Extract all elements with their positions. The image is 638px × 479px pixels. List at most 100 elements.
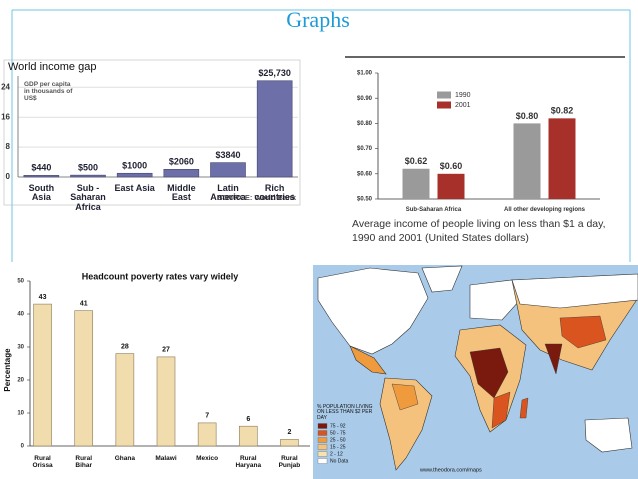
bar: [115, 353, 135, 447]
land: [559, 315, 607, 349]
legend-label: No Data: [330, 458, 349, 464]
land: [469, 279, 521, 321]
chart-title: World income gap: [8, 61, 96, 73]
map-legend-title: % POPULATION LIVING ON LESS THAN $2 PER …: [317, 404, 373, 421]
land: [391, 383, 419, 411]
panel-border: [3, 59, 301, 206]
value-label: 6: [246, 416, 250, 423]
value-label: 7: [205, 413, 209, 420]
y-axis-label: Percentage: [3, 348, 12, 392]
value-label: $2060: [169, 157, 194, 167]
bar: [402, 168, 430, 199]
y-tick-label: 8: [6, 142, 11, 151]
y-tick-label: $1.00: [357, 71, 373, 77]
land: [349, 345, 387, 375]
x-tick-label: Rural Haryana: [235, 455, 262, 469]
bar: [280, 439, 299, 447]
bar: [238, 425, 258, 447]
legend-swatch: [317, 444, 328, 450]
legend-swatch: [317, 437, 328, 443]
value-label: 28: [121, 343, 129, 350]
value-label: 41: [80, 301, 88, 308]
land: [379, 377, 433, 471]
land: [491, 391, 511, 429]
value-label: $0.82: [551, 106, 574, 116]
legend-label: 50 - 75: [330, 430, 346, 436]
y-tick-label: $0.80: [357, 121, 373, 127]
y-tick-label: 0: [21, 444, 25, 450]
source: SOURCE: World Bank: [218, 193, 297, 202]
y-tick-label: 16: [1, 112, 10, 121]
map-credit: www.theodora.com/maps: [419, 467, 482, 473]
bar: [156, 356, 176, 447]
legend-label: 1990: [455, 92, 471, 99]
y-tick-label: $0.90: [357, 96, 373, 102]
legend-swatch: [317, 430, 328, 436]
bar: [116, 172, 153, 178]
bar: [256, 80, 293, 178]
bar: [197, 422, 217, 447]
legend-swatch: [317, 423, 328, 429]
value-label: $0.60: [440, 161, 463, 171]
x-tick-label: Middle East: [167, 183, 196, 203]
value-label: $3840: [215, 150, 240, 160]
bar: [513, 123, 541, 199]
bar: [74, 310, 94, 447]
x-tick-label: South Asia: [28, 183, 55, 203]
land: [421, 265, 463, 293]
value-label: $0.62: [405, 156, 428, 166]
x-tick-label: Ghana: [114, 455, 135, 462]
bar: [163, 168, 200, 178]
world-map: [313, 265, 638, 479]
y-tick-label: 24: [1, 82, 10, 91]
legend-label: 25 - 50: [330, 437, 346, 443]
y-tick-label: 0: [6, 172, 11, 181]
bar: [33, 303, 52, 447]
land: [317, 267, 429, 355]
legend-label: 75 - 92: [330, 423, 346, 429]
land: [511, 273, 638, 309]
x-tick-label: Rural Orissa: [32, 455, 53, 469]
value-label: $440: [31, 163, 51, 173]
bar: [23, 175, 60, 178]
y-tick-label: 50: [17, 279, 24, 285]
legend-swatch: [317, 451, 328, 457]
x-tick-label: Rich countries: [254, 183, 295, 203]
y-tick-label: 40: [17, 312, 24, 318]
bar: [548, 118, 576, 199]
caption: Average income of people living on less …: [352, 218, 606, 244]
x-tick-label: Sub -Saharan Africa: [70, 183, 106, 212]
land: [519, 397, 529, 419]
land: [544, 343, 563, 375]
x-tick-label: Rural Bihar: [75, 455, 93, 469]
chart-title: Headcount poverty rates vary widely: [82, 271, 239, 281]
bar: [210, 162, 246, 178]
y-tick-label: $0.50: [357, 197, 373, 203]
slide-title: Graphs: [286, 7, 350, 32]
y-tick-label: 30: [17, 345, 24, 351]
y-tick-label: $0.60: [357, 171, 373, 177]
value-label: 2: [287, 429, 291, 436]
y-tick-label: 20: [17, 378, 24, 384]
x-tick-label: Sub-Saharan Africa: [405, 207, 462, 213]
value-label: $0.80: [516, 111, 539, 121]
value-label: $500: [78, 163, 98, 173]
x-tick-label: Latin America: [210, 183, 246, 203]
x-tick-label: Rural Punjab: [278, 455, 301, 469]
x-tick-label: All other developing regions: [503, 207, 585, 213]
legend-swatch: [437, 91, 451, 99]
y-tick-label: 10: [17, 411, 24, 417]
land: [469, 347, 509, 399]
bar: [437, 173, 465, 199]
y-axis-label: GDP per capita in thousands of US$: [24, 81, 73, 102]
value-label: $25,730: [258, 68, 291, 78]
x-tick-label: Malawi: [155, 455, 177, 462]
x-tick-label: Mexico: [196, 455, 219, 462]
value-label: $1000: [122, 161, 147, 171]
land: [584, 417, 633, 453]
legend-label: 2001: [455, 102, 471, 109]
value-label: 43: [39, 294, 47, 301]
legend-label: 2 - 12: [330, 451, 343, 457]
